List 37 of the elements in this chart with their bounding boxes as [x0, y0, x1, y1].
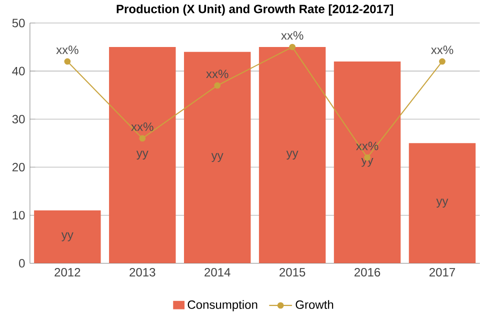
x-tick-label: 2016	[354, 268, 380, 276]
x-tick-label: 2013	[130, 268, 156, 276]
point	[64, 58, 71, 65]
chart-title: Production (X Unit) and Growth Rate [2012-2017]	[116, 4, 393, 16]
legend-label: Growth	[296, 300, 334, 309]
data-label: xx%	[356, 142, 378, 150]
data-label: yy	[286, 150, 298, 160]
x-tick-label: 2017	[429, 268, 455, 276]
x-tick-label: 2014	[204, 268, 230, 276]
data-label: xx%	[56, 46, 78, 54]
legend-label: Consumption	[188, 300, 258, 312]
data-label: yy	[61, 232, 74, 242]
y-tick-label: 0	[19, 258, 25, 268]
y-tick-label: 40	[12, 66, 25, 76]
bar	[258, 46, 326, 264]
data-label: xx%	[206, 70, 228, 78]
y-tick-label: 50	[12, 18, 25, 28]
point	[139, 135, 146, 142]
y-tick-label: 30	[12, 114, 25, 124]
bar	[34, 210, 101, 264]
x-tick-label: 2015	[280, 268, 306, 276]
bar	[109, 46, 176, 264]
y-tick-label: 20	[12, 162, 25, 172]
point	[439, 58, 446, 65]
point	[214, 82, 221, 89]
y-tick-label: 10	[12, 210, 25, 220]
bar	[408, 143, 476, 264]
data-label: xx%	[131, 122, 154, 131]
data-label: yy	[136, 150, 148, 160]
point	[289, 44, 296, 50]
data-label: yy	[211, 153, 224, 162]
bar	[184, 52, 251, 264]
data-label: xx%	[281, 31, 304, 40]
data-label: yy	[436, 198, 448, 208]
bar	[334, 61, 401, 264]
x-tick-label: 2012	[54, 268, 80, 276]
data-label: xx%	[431, 46, 454, 54]
